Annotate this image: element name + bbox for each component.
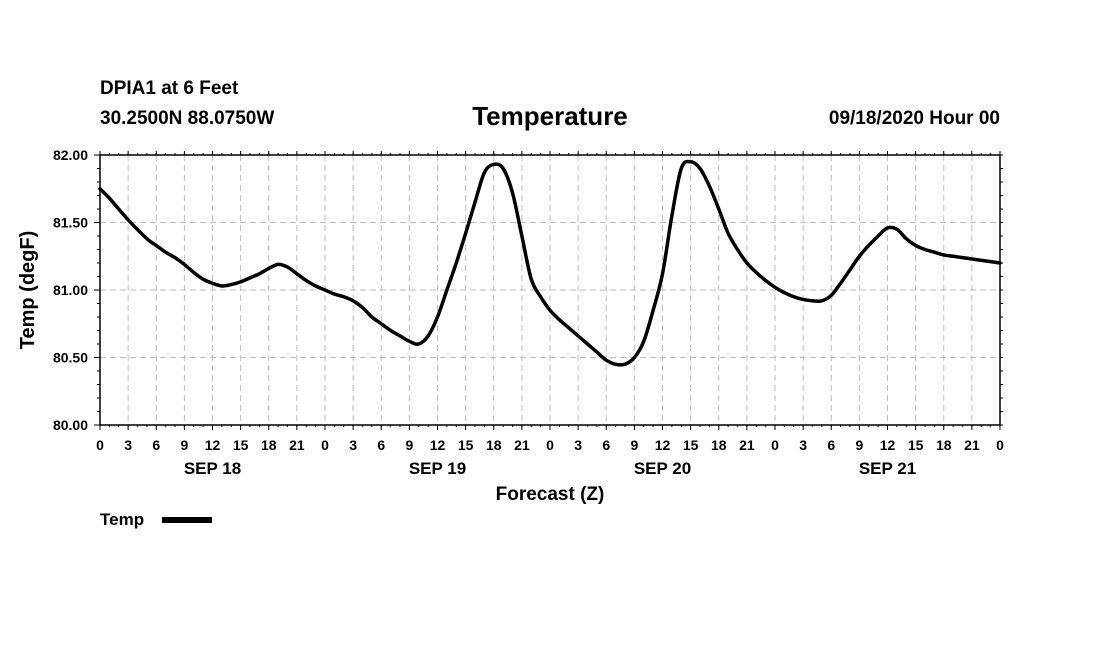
x-tick-label: 18	[936, 437, 952, 453]
x-tick-label: 12	[880, 437, 896, 453]
coords-label: 30.2500N 88.0750W	[100, 108, 274, 129]
station-label: DPIA1 at 6 Feet	[100, 78, 239, 99]
grid-lines	[100, 155, 1000, 425]
x-tick-label: 3	[124, 437, 132, 453]
day-label: SEP 19	[409, 459, 466, 478]
day-label: SEP 20	[634, 459, 691, 478]
y-tick-label: 81.00	[53, 282, 88, 298]
x-tick-label: 21	[964, 437, 980, 453]
x-tick-label: 6	[602, 437, 610, 453]
x-tick-label: 0	[546, 437, 554, 453]
x-tick-label: 15	[458, 437, 474, 453]
x-tick-label: 15	[908, 437, 924, 453]
x-tick-label: 3	[574, 437, 582, 453]
y-axis: 80.00 80.50 81.00 81.50 82.00	[53, 147, 1003, 433]
x-tick-label: 9	[630, 437, 638, 453]
day-label: SEP 18	[184, 459, 241, 478]
x-tick-label: 6	[377, 437, 385, 453]
x-tick-label: 0	[96, 437, 104, 453]
day-label: SEP 21	[859, 459, 916, 478]
x-tick-label: 0	[996, 437, 1004, 453]
x-tick-label: 12	[430, 437, 446, 453]
x-tick-label: 21	[514, 437, 530, 453]
x-tick-label: 3	[349, 437, 357, 453]
x-tick-label: 9	[405, 437, 413, 453]
x-tick-label: 6	[152, 437, 160, 453]
x-tick-label: 9	[180, 437, 188, 453]
legend: Temp	[100, 510, 212, 529]
x-tick-label: 18	[261, 437, 277, 453]
datetime-label: 09/18/2020 Hour 00	[829, 108, 1000, 129]
legend-label-temp: Temp	[100, 510, 144, 529]
x-tick-label: 0	[771, 437, 779, 453]
x-tick-label: 18	[486, 437, 502, 453]
x-tick-label: 6	[827, 437, 835, 453]
x-axis-title: Forecast (Z)	[496, 484, 605, 505]
x-tick-label: 3	[799, 437, 807, 453]
y-axis-title: Temp (degF)	[17, 231, 39, 350]
y-tick-label: 82.00	[53, 147, 88, 163]
chart-title: Temperature	[472, 101, 628, 131]
x-tick-label: 15	[683, 437, 699, 453]
x-tick-label: 21	[739, 437, 755, 453]
x-tick-label: 9	[855, 437, 863, 453]
x-tick-label: 18	[711, 437, 727, 453]
y-tick-label: 80.50	[53, 350, 88, 366]
y-tick-label: 81.50	[53, 215, 88, 231]
series-layer	[98, 159, 1002, 367]
x-tick-label: 21	[289, 437, 305, 453]
x-tick-label: 15	[233, 437, 249, 453]
x-tick-label: 12	[205, 437, 221, 453]
x-tick-label: 0	[321, 437, 329, 453]
x-tick-label: 12	[655, 437, 671, 453]
x-axis: 0 3 6 9 12 15 18 21 0 3 6 9 12 15 18 21 0 3 6 9 12 15 18 21 0 3 6 9…	[96, 151, 1004, 478]
y-tick-label: 80.00	[53, 417, 88, 433]
series-line-temp	[98, 159, 1002, 367]
